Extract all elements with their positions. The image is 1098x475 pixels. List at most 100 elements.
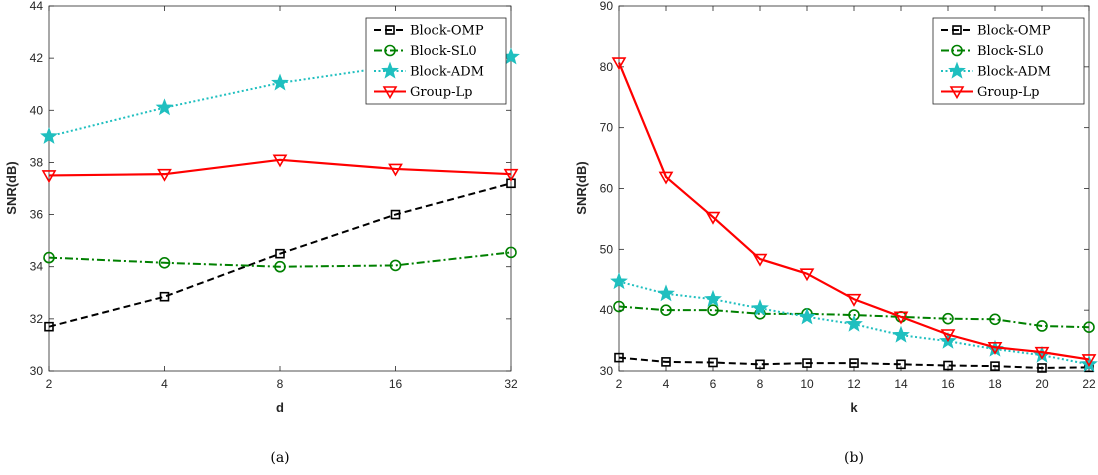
data-point <box>892 325 910 343</box>
data-point <box>159 291 170 302</box>
legend-marker <box>952 25 962 35</box>
data-point <box>752 253 768 267</box>
y-tick-label: 80 <box>600 60 614 74</box>
data-point <box>942 312 954 325</box>
series-block-sl0 <box>43 246 517 273</box>
data-point <box>389 259 402 272</box>
data-point <box>271 73 289 91</box>
data-point <box>708 357 718 368</box>
figure-caption: (b) <box>844 450 864 466</box>
x-tick-label: 4 <box>161 377 168 391</box>
series-block-omp <box>614 352 1094 373</box>
y-tick-label: 40 <box>30 103 44 117</box>
data-point <box>1037 363 1047 373</box>
series-group-lp <box>611 57 1097 368</box>
data-point <box>272 154 288 168</box>
data-point <box>275 248 285 259</box>
chart-a: 2 4 8 16 32 30 32 34 36 38 40 42 44 d SNR(dB) Block-OMP… <box>4 0 520 466</box>
y-axis-label: SNR(dB) <box>4 161 19 214</box>
series-group-lp <box>41 154 519 184</box>
x-tick-label: 12 <box>847 377 861 391</box>
legend: Block-OMP Block-SL0 Block-ADM Group-Lp <box>365 17 507 105</box>
data-point <box>610 272 628 290</box>
y-tick-label: 30 <box>600 364 614 378</box>
data-point <box>989 313 1001 326</box>
data-point <box>660 304 672 316</box>
data-point <box>155 98 174 116</box>
data-point <box>661 357 671 367</box>
data-point <box>40 127 58 144</box>
y-tick-label: 70 <box>600 121 614 135</box>
series-line <box>617 62 1090 361</box>
data-point <box>614 352 624 363</box>
data-point <box>157 168 172 182</box>
legend-box <box>932 17 1085 105</box>
data-point <box>44 321 54 332</box>
y-tick-label: 32 <box>30 312 44 326</box>
legend-label: Block-SL0 <box>977 44 1044 59</box>
legend-marker <box>951 44 963 57</box>
data-point <box>896 359 906 370</box>
x-tick-label: 16 <box>389 377 403 391</box>
data-point <box>1034 346 1050 360</box>
y-tick-label: 30 <box>30 364 44 378</box>
data-point <box>158 257 171 269</box>
data-point <box>1080 354 1098 372</box>
x-axis-label: k <box>850 400 858 415</box>
chart-b: 2 4 6 8 10 12 14 16 18 20 22 30 40 50 60 70 80 90 k SNR(dB)… <box>574 0 1098 466</box>
data-point <box>390 209 401 220</box>
data-point <box>1083 321 1095 334</box>
data-point <box>755 359 765 370</box>
data-point <box>893 311 909 325</box>
series-line <box>618 356 1090 369</box>
x-tick-label: 32 <box>504 377 518 391</box>
data-point <box>798 307 816 325</box>
legend-marker <box>948 61 966 79</box>
data-point <box>1081 354 1097 368</box>
data-point <box>505 246 517 259</box>
y-tick-label: 44 <box>30 0 44 13</box>
data-point <box>707 304 719 316</box>
data-point <box>704 289 722 307</box>
data-point <box>41 170 57 184</box>
data-point <box>705 211 721 225</box>
y-tick-label: 38 <box>30 155 44 169</box>
legend: Block-OMP Block-SL0 Block-ADM Group-Lp <box>932 17 1085 105</box>
x-axis-label: d <box>276 400 284 415</box>
data-point <box>658 171 674 185</box>
y-tick-label: 40 <box>600 303 614 317</box>
data-point <box>503 168 519 182</box>
x-tick-label: 20 <box>1035 377 1049 391</box>
x-tick-label: 14 <box>894 377 908 391</box>
x-tick-label: 8 <box>277 377 284 391</box>
legend-label: Block-OMP <box>977 24 1051 39</box>
data-point <box>845 314 863 332</box>
data-point <box>846 293 862 307</box>
y-axis-label: SNR(dB) <box>574 161 589 214</box>
legend-marker <box>385 25 395 35</box>
legend-box <box>365 17 507 105</box>
y-tick-label: 42 <box>30 51 44 65</box>
legend-label: Group-Lp <box>410 85 472 100</box>
x-tick-label: 8 <box>757 377 764 391</box>
data-point <box>611 57 627 71</box>
data-point <box>987 341 1003 355</box>
x-tick-label: 2 <box>46 377 53 391</box>
series-line <box>48 158 512 177</box>
legend-label: Block-OMP <box>410 24 484 39</box>
legend-label: Block-ADM <box>977 65 1051 80</box>
x-tick-label: 6 <box>710 377 717 391</box>
x-tick-label: 10 <box>800 377 814 391</box>
legend-label: Block-ADM <box>410 65 484 80</box>
legend-marker <box>949 86 965 100</box>
data-point <box>849 358 859 368</box>
legend-label: Group-Lp <box>977 85 1039 100</box>
data-point <box>751 298 769 316</box>
data-point <box>940 329 956 343</box>
x-tick-label: 16 <box>941 377 955 391</box>
data-point <box>388 163 403 177</box>
data-point <box>990 361 1000 371</box>
data-point <box>274 260 286 273</box>
data-point <box>613 300 625 313</box>
series-line <box>48 251 512 268</box>
